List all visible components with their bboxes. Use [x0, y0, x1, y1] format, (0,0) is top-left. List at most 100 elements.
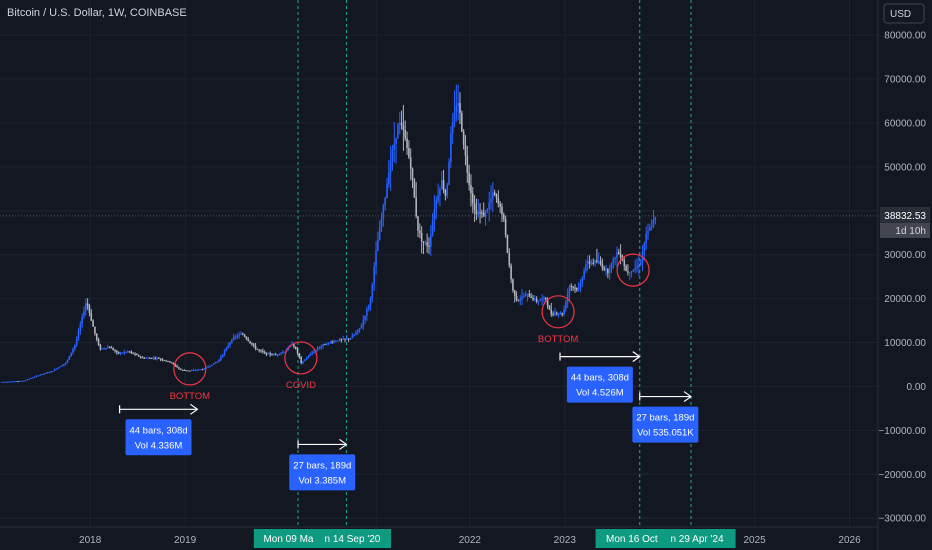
candle-body [300, 357, 302, 364]
currency-button[interactable]: USD [883, 3, 925, 24]
candle-body [106, 347, 109, 349]
candle-body [451, 121, 454, 134]
candle-body [513, 290, 516, 297]
candle-body [198, 369, 200, 371]
candle-body [24, 380, 27, 382]
candle-body [517, 300, 520, 302]
candle-body [167, 361, 169, 363]
candle-body [610, 263, 613, 270]
candle-body [41, 374, 43, 376]
candle-body [366, 309, 368, 316]
candle-body [632, 269, 635, 272]
candle-body [554, 312, 556, 315]
candle-body [132, 352, 135, 354]
candle-body [64, 362, 67, 364]
countdown-badge [880, 222, 930, 238]
candle-body [168, 361, 171, 363]
candle-body [506, 234, 509, 253]
candle-body [508, 252, 511, 266]
candle-body [643, 243, 646, 252]
last-price-badge [880, 206, 930, 223]
candle-body [307, 355, 310, 358]
candle-body [305, 357, 308, 360]
candle-body [599, 261, 602, 265]
candle-body [66, 359, 69, 363]
date-marker-label: n 14 Sep '20 [325, 534, 381, 545]
candle-body [141, 357, 144, 359]
measure-info-box [125, 419, 192, 456]
candle-body [32, 377, 34, 379]
candle-body [555, 312, 558, 314]
candle-body [128, 351, 131, 353]
candle-body [63, 363, 65, 366]
candle-body [417, 216, 419, 231]
candle-body [605, 269, 607, 271]
candle-body [52, 370, 54, 372]
candle-body [116, 351, 118, 353]
date-marker-label: n 29 Apr '24 [670, 534, 724, 545]
time-axis[interactable]: 2018201920222023202520261Mon 09 Mar '20n… [0, 526, 878, 548]
candle-body [566, 293, 569, 303]
candle-body [351, 336, 354, 339]
candle-body [86, 303, 89, 306]
candle-body [481, 212, 483, 214]
candle-body [479, 212, 481, 214]
y-tick-label: −20000.00 [878, 470, 926, 481]
candle-body [325, 344, 328, 346]
candle-body [161, 359, 164, 361]
candle-body [28, 378, 31, 380]
candle-body [185, 370, 187, 372]
measure-bars-text: 44 bars, 308d [129, 425, 187, 436]
candle-body [121, 352, 124, 354]
candle-body [99, 345, 102, 350]
candle-body [44, 372, 47, 374]
candle-body [344, 338, 346, 340]
measure-arrow-head [190, 403, 199, 415]
candle-body [603, 267, 605, 270]
candle-body [88, 305, 91, 313]
date-marker-label: Mon 16 Oct '23 [606, 534, 674, 545]
candle-body [577, 289, 580, 291]
candle-body [269, 353, 271, 355]
candle-body [209, 365, 211, 367]
candle-body [550, 309, 553, 315]
countdown-value: 1d 10h [895, 226, 926, 237]
candle-body [347, 338, 350, 340]
candle-body [187, 370, 189, 372]
candle-body [84, 303, 87, 312]
candle-body [568, 285, 571, 294]
candle-body [94, 326, 96, 334]
candle-body [68, 355, 71, 360]
candle-body [492, 192, 494, 199]
candle-body [105, 348, 107, 350]
candle-body [355, 332, 357, 335]
date-marker-badge [313, 529, 392, 548]
y-tick-label: 60000.00 [884, 118, 926, 129]
candle-body [316, 348, 319, 351]
candle-body [143, 357, 146, 359]
candle-body [557, 313, 560, 315]
candle-body [179, 368, 182, 370]
candle-body [411, 168, 414, 180]
candle-body [428, 245, 430, 247]
candle-body [576, 287, 578, 290]
candle-body [320, 345, 323, 348]
candle-body [294, 346, 297, 350]
candle-body [154, 357, 156, 359]
candle-body [243, 334, 246, 337]
candle-body [33, 376, 36, 378]
candle-body [548, 305, 551, 310]
candle-body [333, 341, 335, 343]
candle-body [220, 357, 222, 360]
candle-body [378, 227, 381, 240]
candle-body [528, 293, 531, 297]
candle-body [561, 313, 564, 315]
candle-body [336, 340, 339, 342]
annotations: BOTTOM COVID BOTTOM 44 bars, 308d Vol 4.336M… [118, 253, 699, 491]
candle-body [172, 363, 175, 365]
candle-body [541, 298, 543, 301]
measure-vol-text: Vol 4.526M [576, 388, 624, 399]
candle-body [588, 261, 591, 264]
candle-body [402, 125, 405, 130]
candle-body [201, 369, 204, 371]
